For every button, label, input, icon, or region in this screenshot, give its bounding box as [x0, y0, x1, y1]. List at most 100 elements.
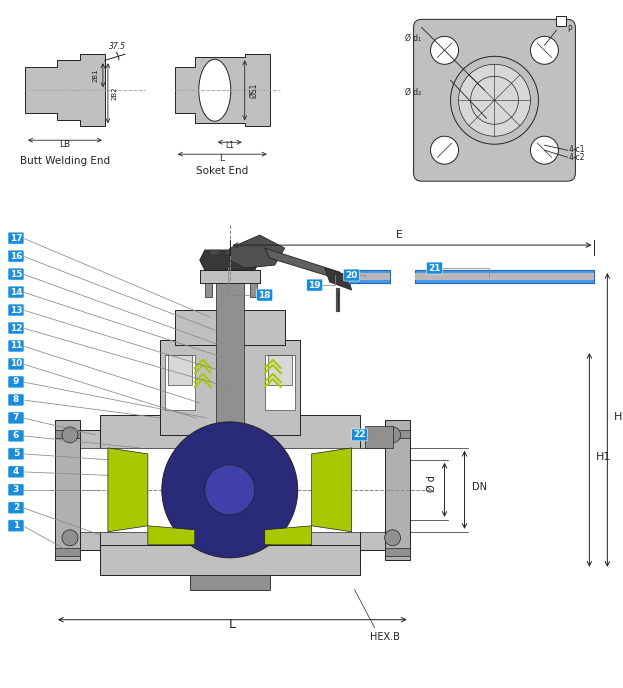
- FancyBboxPatch shape: [8, 520, 24, 532]
- Text: 21: 21: [428, 264, 441, 272]
- Polygon shape: [200, 270, 260, 283]
- Polygon shape: [175, 54, 270, 126]
- FancyBboxPatch shape: [8, 484, 24, 496]
- Text: H1: H1: [596, 452, 612, 462]
- Text: HEX.B: HEX.B: [369, 632, 399, 642]
- Bar: [250, 283, 257, 297]
- Text: 1: 1: [13, 522, 19, 530]
- Circle shape: [430, 136, 459, 164]
- Polygon shape: [108, 448, 148, 532]
- Text: Soket End: Soket End: [196, 166, 248, 176]
- Ellipse shape: [199, 59, 231, 121]
- Polygon shape: [325, 268, 351, 290]
- Text: 2: 2: [13, 504, 19, 513]
- FancyBboxPatch shape: [8, 268, 24, 280]
- Bar: [384, 430, 409, 438]
- FancyBboxPatch shape: [8, 430, 24, 442]
- Circle shape: [430, 36, 459, 64]
- Circle shape: [162, 422, 298, 558]
- FancyBboxPatch shape: [8, 286, 24, 298]
- FancyBboxPatch shape: [8, 358, 24, 370]
- Bar: [205, 283, 212, 297]
- Text: 19: 19: [308, 281, 321, 290]
- Polygon shape: [265, 526, 312, 545]
- Polygon shape: [265, 248, 341, 280]
- Bar: [414, 270, 594, 283]
- Text: H: H: [614, 412, 623, 422]
- Text: 5: 5: [13, 449, 19, 458]
- FancyBboxPatch shape: [8, 304, 24, 316]
- Bar: [265, 355, 295, 410]
- FancyBboxPatch shape: [8, 466, 24, 478]
- Bar: [165, 355, 195, 410]
- Polygon shape: [55, 448, 409, 532]
- Text: 3: 3: [13, 485, 19, 495]
- Text: L: L: [228, 618, 235, 631]
- Text: Butt Welding End: Butt Welding End: [20, 156, 110, 166]
- FancyBboxPatch shape: [351, 429, 368, 441]
- Text: 13: 13: [10, 305, 22, 314]
- Circle shape: [450, 56, 538, 144]
- FancyBboxPatch shape: [8, 322, 24, 334]
- Text: 20: 20: [345, 270, 358, 279]
- Polygon shape: [216, 265, 244, 435]
- FancyBboxPatch shape: [8, 232, 24, 244]
- Polygon shape: [200, 250, 260, 270]
- Bar: [168, 355, 192, 385]
- Text: 14: 14: [10, 288, 22, 297]
- Circle shape: [384, 530, 401, 546]
- Text: 4-c1: 4-c1: [568, 145, 585, 154]
- Polygon shape: [312, 448, 351, 532]
- FancyBboxPatch shape: [8, 448, 24, 460]
- Polygon shape: [25, 54, 105, 126]
- Bar: [348, 270, 389, 283]
- Polygon shape: [148, 526, 195, 545]
- Bar: [414, 273, 594, 280]
- FancyBboxPatch shape: [414, 19, 576, 181]
- Bar: [210, 250, 220, 255]
- FancyBboxPatch shape: [8, 340, 24, 352]
- Text: 2B2: 2B2: [112, 87, 118, 100]
- FancyBboxPatch shape: [8, 502, 24, 514]
- Circle shape: [205, 465, 255, 515]
- Text: 16: 16: [10, 252, 22, 261]
- Polygon shape: [230, 235, 285, 268]
- Text: 4: 4: [13, 467, 19, 476]
- Text: LB: LB: [59, 140, 70, 149]
- Text: 2B1: 2B1: [93, 69, 99, 82]
- FancyBboxPatch shape: [8, 376, 24, 388]
- Bar: [348, 273, 389, 280]
- Bar: [225, 250, 235, 255]
- Text: 9: 9: [13, 378, 19, 387]
- FancyBboxPatch shape: [8, 394, 24, 406]
- FancyBboxPatch shape: [257, 289, 273, 301]
- Polygon shape: [350, 430, 409, 550]
- Text: 8: 8: [13, 396, 19, 405]
- Text: P: P: [568, 25, 572, 34]
- Text: 22: 22: [353, 431, 366, 440]
- Circle shape: [62, 427, 78, 443]
- Text: 10: 10: [10, 359, 22, 369]
- FancyBboxPatch shape: [8, 250, 24, 262]
- Text: L: L: [219, 154, 224, 163]
- FancyBboxPatch shape: [8, 412, 24, 424]
- Polygon shape: [175, 310, 285, 345]
- Polygon shape: [384, 420, 409, 560]
- Circle shape: [384, 427, 401, 443]
- Polygon shape: [160, 340, 300, 435]
- Polygon shape: [55, 420, 80, 560]
- Bar: [55, 430, 80, 438]
- Text: ØS1: ØS1: [250, 83, 259, 98]
- Polygon shape: [100, 415, 359, 565]
- Text: L1: L1: [226, 141, 234, 150]
- Text: 6: 6: [13, 431, 19, 440]
- FancyBboxPatch shape: [344, 269, 359, 281]
- Circle shape: [62, 530, 78, 546]
- Bar: [556, 17, 566, 26]
- Text: 7: 7: [13, 413, 19, 422]
- Text: Ø d₁: Ø d₁: [404, 33, 421, 43]
- Circle shape: [530, 36, 558, 64]
- Polygon shape: [100, 545, 359, 574]
- FancyBboxPatch shape: [427, 262, 442, 274]
- Bar: [240, 250, 250, 255]
